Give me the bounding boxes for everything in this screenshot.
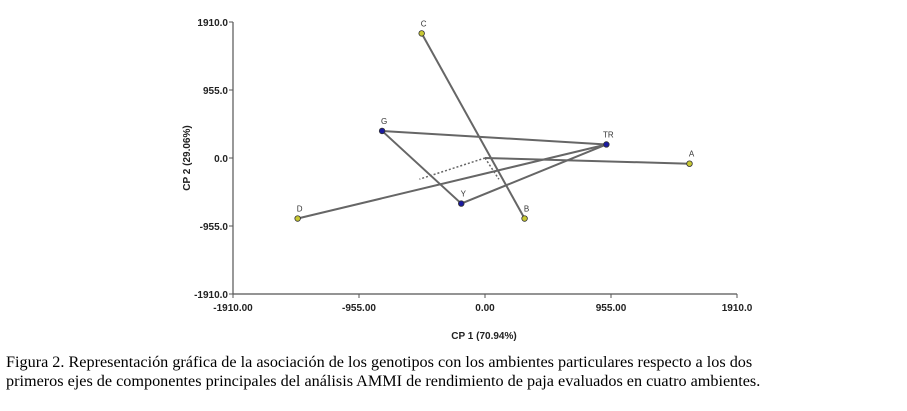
x-tick-label: -955.00 (342, 303, 376, 314)
y-tick-label: -1910.0 (194, 290, 228, 301)
point-labels: C A B D G TR Y (297, 19, 695, 213)
biplot-chart: -1910.00 -955.00 0.00 955.00 1910.0 -1910.0 -9… (182, 18, 753, 342)
point-label-TR: TR (603, 130, 614, 139)
point-label-A: A (689, 150, 695, 159)
x-tick-label: 955.00 (596, 303, 627, 314)
segment-G-Y (381, 130, 462, 205)
point-label-G: G (381, 117, 387, 126)
axes: -1910.00 -955.00 0.00 955.00 1910.0 -1910.0 -9… (194, 18, 753, 314)
y-axis-title: CP 2 (29.06%) (182, 125, 193, 190)
point-label-D: D (297, 205, 303, 214)
point-G (378, 127, 386, 135)
x-tick-label: -1910.00 (213, 303, 253, 314)
y-tick-label: 955.0 (203, 86, 228, 97)
x-tick-label: 1910.0 (722, 303, 753, 314)
origin-dotted-B (484, 157, 500, 180)
segment-TR-D (297, 143, 607, 220)
point-label-C: C (421, 19, 427, 28)
figure-caption: Figura 2. Representación gráfica de la a… (6, 353, 906, 391)
y-tick-label: -955.0 (200, 222, 229, 233)
point-Y (458, 200, 465, 207)
point-TR (603, 141, 610, 148)
segment-Y-TR (460, 143, 607, 205)
point-label-B: B (524, 205, 529, 214)
caption-line-1: Figura 2. Representación gráfica de la a… (6, 353, 753, 371)
point-B (521, 215, 528, 222)
y-tick-label: 0.0 (214, 154, 228, 165)
biplot-lines (297, 32, 690, 220)
segment-C-B (420, 32, 526, 220)
segment-G-TR (382, 129, 607, 146)
x-axis-title: CP 1 (70.94%) (451, 331, 516, 342)
origin-dotted-D (419, 157, 486, 180)
y-tick-label: 1910.0 (197, 18, 228, 29)
biplot-points (294, 30, 693, 222)
point-C (418, 30, 425, 37)
caption-line-2: primeros ejes de componentes principales… (6, 372, 761, 390)
x-tick-label: 0.00 (475, 303, 495, 314)
point-label-Y: Y (461, 190, 467, 199)
point-D (294, 215, 301, 222)
origin-line-A (484, 157, 690, 165)
point-A (686, 160, 693, 167)
